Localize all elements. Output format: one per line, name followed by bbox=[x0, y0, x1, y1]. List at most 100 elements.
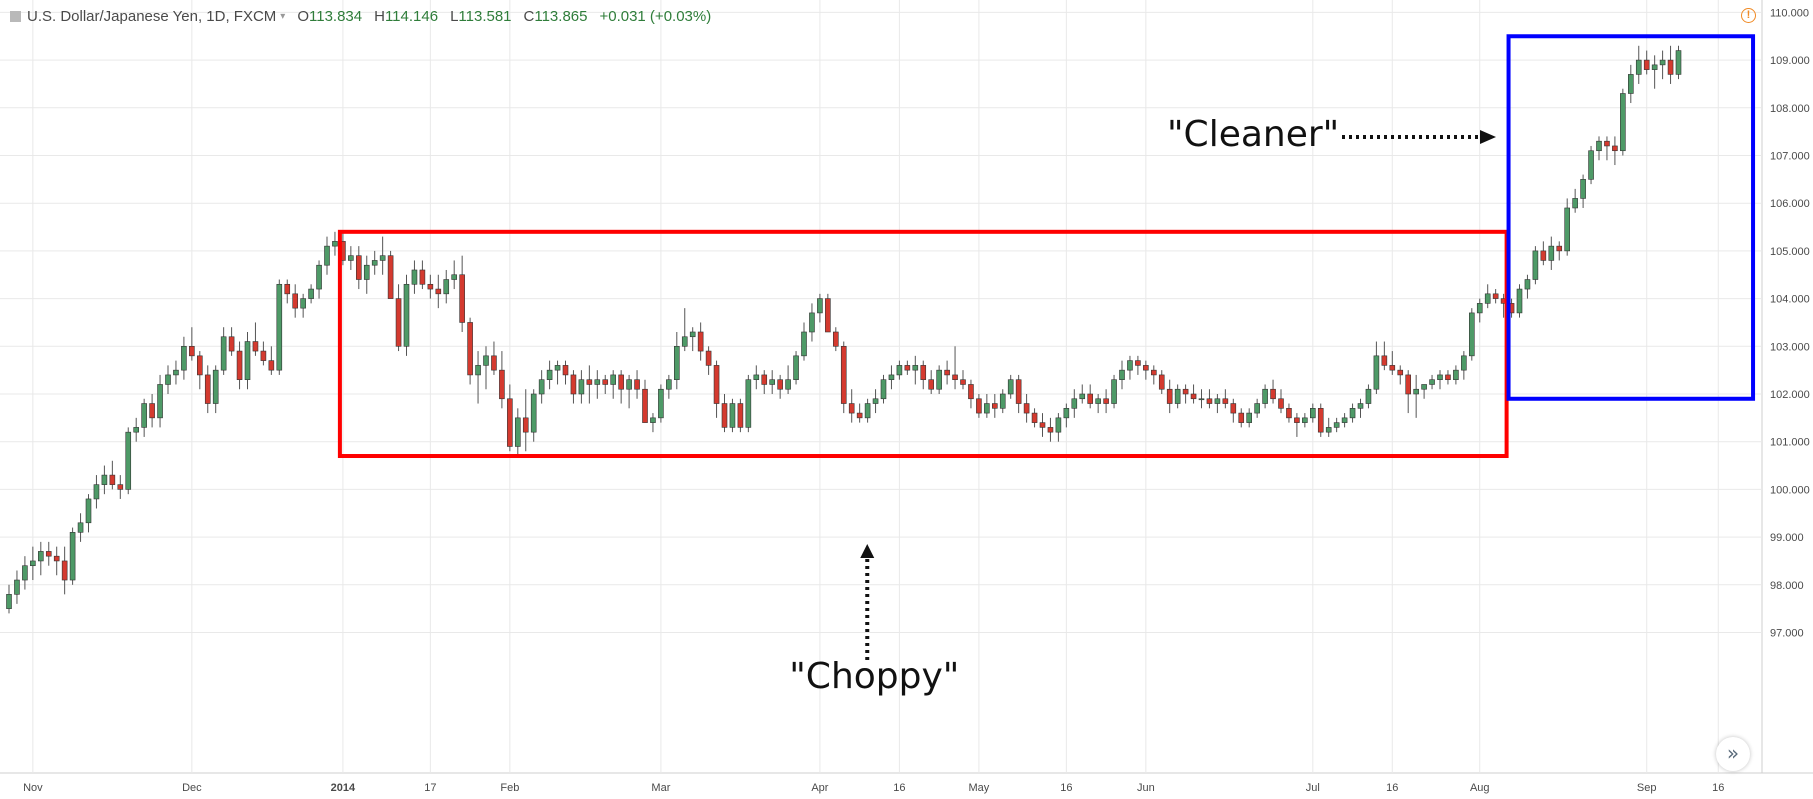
candle-body bbox=[1421, 384, 1427, 390]
candle-body bbox=[626, 379, 632, 390]
candle bbox=[1445, 370, 1451, 385]
candle-body bbox=[1675, 50, 1682, 75]
candle-body bbox=[308, 288, 314, 299]
candle-body bbox=[411, 269, 418, 285]
candle bbox=[1651, 55, 1658, 89]
candle bbox=[22, 556, 28, 590]
candle-body bbox=[1516, 288, 1523, 314]
candle-body bbox=[1580, 179, 1586, 199]
candle bbox=[1238, 408, 1245, 428]
candle-body bbox=[1532, 250, 1539, 280]
candle bbox=[1333, 417, 1340, 433]
x-tick-label: 16 bbox=[1712, 782, 1724, 794]
candle bbox=[165, 365, 171, 394]
candle-body bbox=[427, 283, 434, 290]
candle-body bbox=[1325, 427, 1332, 433]
candle bbox=[1111, 374, 1117, 409]
candle bbox=[976, 394, 982, 418]
scroll-to-realtime-button[interactable]: » bbox=[1716, 737, 1750, 771]
warning-icon[interactable]: ! bbox=[1741, 8, 1756, 23]
candle bbox=[514, 408, 521, 457]
candle-body bbox=[1628, 74, 1634, 94]
candle bbox=[1254, 398, 1260, 418]
candle-body bbox=[355, 255, 362, 280]
candle bbox=[968, 379, 974, 409]
candle-body bbox=[952, 374, 958, 380]
candle-body bbox=[1333, 422, 1340, 428]
candle-body bbox=[793, 355, 799, 380]
candle bbox=[1437, 370, 1443, 390]
candle-body bbox=[1302, 417, 1308, 423]
candle-body bbox=[650, 417, 656, 423]
candle-body bbox=[570, 374, 577, 395]
candle bbox=[507, 384, 513, 452]
candle-body bbox=[514, 417, 521, 447]
candle-body bbox=[252, 341, 259, 352]
close-label: C bbox=[523, 7, 535, 25]
y-tick-label: 105.000 bbox=[1770, 246, 1810, 258]
candle bbox=[1492, 289, 1499, 304]
x-tick-label: 16 bbox=[1060, 782, 1072, 794]
x-tick-label: Jul bbox=[1306, 782, 1320, 794]
candle-body bbox=[904, 365, 911, 371]
candle bbox=[491, 341, 497, 375]
candle-body bbox=[61, 560, 68, 581]
candle-body bbox=[284, 283, 291, 295]
candle bbox=[1023, 394, 1030, 423]
candle bbox=[1127, 355, 1133, 380]
candle-body bbox=[292, 293, 299, 309]
y-tick-label: 101.000 bbox=[1770, 437, 1810, 449]
candle bbox=[395, 284, 402, 352]
y-tick-label: 110.000 bbox=[1770, 7, 1809, 19]
symbol-title[interactable]: U.S. Dollar/Japanese Yen, 1D, FXCM bbox=[27, 7, 277, 25]
candle bbox=[244, 331, 251, 390]
candle-body bbox=[435, 288, 442, 295]
candle-body bbox=[1007, 379, 1014, 395]
chevron-down-icon[interactable]: ▾ bbox=[280, 10, 286, 22]
candle bbox=[483, 346, 489, 390]
candle-body bbox=[1540, 250, 1547, 261]
annotations: "Choppy" "Cleaner" bbox=[337, 34, 1756, 697]
candle bbox=[769, 370, 776, 394]
candle-body bbox=[1278, 398, 1284, 409]
y-tick-label: 106.000 bbox=[1770, 198, 1810, 210]
y-tick-label: 99.000 bbox=[1770, 532, 1804, 544]
candle-body bbox=[451, 274, 458, 280]
candle bbox=[117, 475, 124, 499]
candle bbox=[220, 327, 227, 375]
candle bbox=[268, 346, 275, 375]
candle bbox=[1143, 360, 1149, 380]
candle bbox=[45, 541, 52, 566]
candle-body bbox=[642, 388, 648, 423]
candle-body bbox=[260, 350, 267, 361]
candle-body bbox=[69, 532, 76, 581]
candle-body bbox=[1373, 355, 1380, 390]
candle-body bbox=[1437, 374, 1443, 380]
price-axis: 97.000 98.000 99.000 100.000 101.000 102.000 1… bbox=[1770, 7, 1810, 639]
candle-body bbox=[1564, 207, 1570, 252]
candle-body bbox=[991, 403, 998, 409]
candle bbox=[1357, 398, 1364, 418]
symbol-icon bbox=[10, 10, 21, 22]
candle bbox=[1461, 351, 1467, 380]
candle bbox=[546, 360, 553, 390]
candle-body bbox=[1222, 398, 1229, 404]
candle-body bbox=[538, 379, 545, 395]
candle-body bbox=[586, 379, 593, 385]
candle bbox=[856, 403, 863, 423]
candle-body bbox=[1429, 379, 1435, 385]
candle-body bbox=[244, 341, 251, 380]
candle bbox=[721, 394, 728, 433]
candle-body bbox=[93, 484, 100, 500]
candle-body bbox=[1492, 293, 1499, 299]
candle-body bbox=[189, 345, 195, 357]
candle-body bbox=[729, 403, 736, 428]
candle bbox=[189, 327, 195, 361]
candle bbox=[1302, 413, 1308, 428]
candle bbox=[435, 274, 442, 309]
candle bbox=[77, 513, 84, 542]
candle bbox=[880, 374, 887, 404]
candle-body bbox=[673, 345, 680, 380]
